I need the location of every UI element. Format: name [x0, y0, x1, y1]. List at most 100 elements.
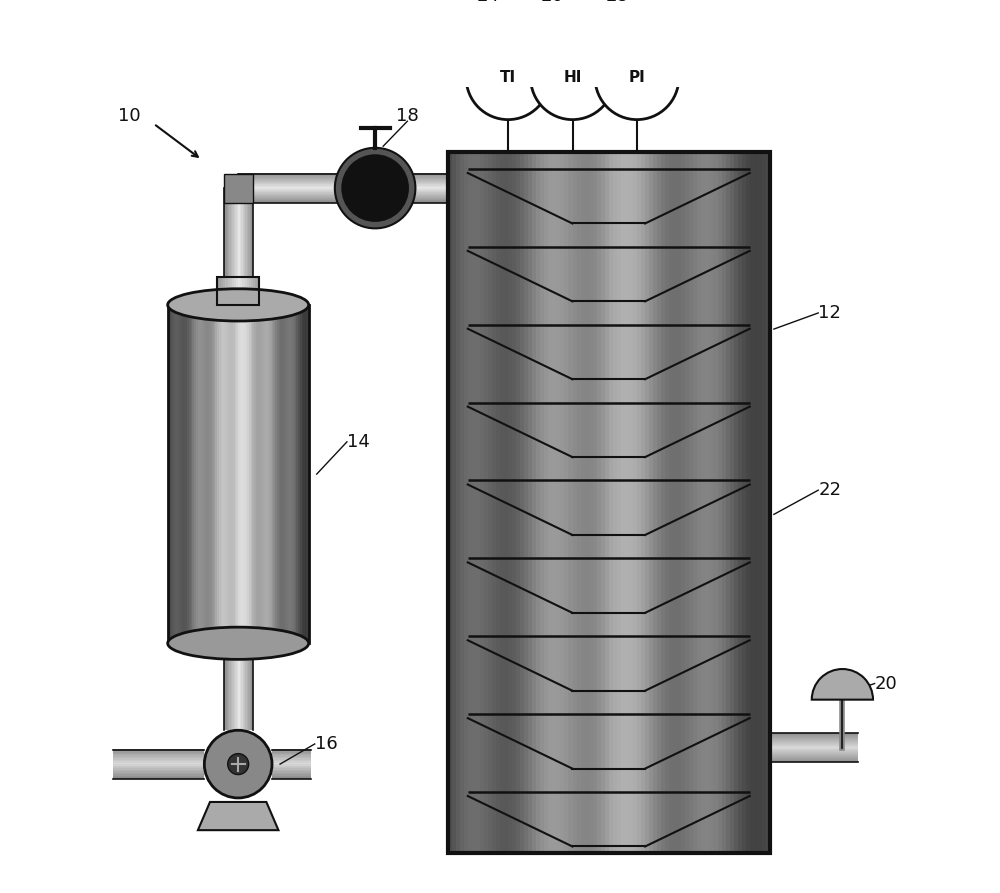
Bar [581, 152, 585, 853]
Bar [113, 756, 204, 758]
Bar [224, 188, 225, 277]
Bar [238, 186, 448, 188]
Bar [224, 305, 227, 643]
Bar [212, 305, 214, 643]
Bar [770, 740, 858, 742]
Bar [221, 305, 223, 643]
Bar [256, 305, 258, 643]
Bar [657, 152, 662, 853]
Bar [224, 173, 253, 203]
Bar [770, 742, 858, 744]
Bar [770, 759, 858, 761]
Text: TI: TI [500, 71, 516, 85]
Bar [770, 744, 858, 746]
Bar [113, 776, 204, 779]
Bar [113, 755, 204, 757]
Bar [238, 178, 448, 179]
Bar [238, 172, 448, 174]
Circle shape [204, 730, 272, 798]
Polygon shape [198, 802, 278, 830]
Bar [303, 305, 306, 643]
Bar [191, 305, 193, 643]
Bar [291, 305, 294, 643]
Bar [235, 643, 237, 730]
Text: 16: 16 [315, 735, 337, 753]
Bar [770, 746, 858, 747]
Bar [187, 305, 190, 643]
Circle shape [595, 36, 679, 120]
Bar [226, 305, 228, 643]
Bar [552, 152, 557, 853]
Bar [251, 305, 253, 643]
Bar [718, 152, 722, 853]
Bar [238, 188, 448, 190]
Bar [770, 743, 858, 745]
Bar [171, 305, 174, 643]
Bar [199, 305, 202, 643]
Bar [464, 152, 469, 853]
Bar [272, 755, 311, 757]
Bar [238, 180, 448, 181]
Bar [221, 277, 223, 305]
Bar [448, 152, 452, 853]
Bar [613, 152, 618, 853]
Bar [528, 152, 533, 853]
Bar [228, 277, 230, 305]
Bar [242, 277, 245, 305]
Circle shape [335, 148, 415, 229]
Bar [238, 201, 448, 203]
Bar [282, 305, 285, 643]
Bar [295, 305, 297, 643]
Bar [286, 305, 288, 643]
Bar [224, 643, 225, 730]
Bar [245, 188, 247, 277]
Bar [238, 198, 448, 200]
Bar [244, 188, 245, 277]
Bar [681, 152, 686, 853]
Bar [192, 305, 195, 643]
Bar [685, 152, 690, 853]
Bar [251, 188, 253, 277]
Bar [677, 152, 682, 853]
Bar [235, 305, 237, 643]
Bar [597, 152, 602, 853]
Bar [238, 184, 448, 186]
Wedge shape [812, 669, 873, 699]
Bar [189, 305, 191, 643]
Bar [168, 305, 170, 643]
Bar [244, 643, 245, 730]
Text: 10: 10 [118, 106, 141, 125]
Bar [272, 753, 311, 755]
Text: 24: 24 [476, 0, 499, 4]
Bar [254, 305, 257, 643]
Bar [770, 747, 858, 749]
Bar [770, 748, 858, 750]
Bar [113, 766, 204, 769]
Bar [223, 277, 225, 305]
Bar [238, 175, 448, 177]
Bar [238, 177, 448, 178]
Bar [113, 762, 204, 764]
Bar [770, 747, 858, 748]
Bar [201, 305, 204, 643]
Bar [238, 179, 448, 181]
Bar [253, 277, 255, 305]
Bar [617, 152, 622, 853]
Bar [512, 152, 517, 853]
Bar [203, 305, 205, 643]
Bar [508, 152, 513, 853]
Bar [770, 757, 858, 759]
Bar [196, 305, 198, 643]
Bar [113, 769, 204, 772]
Bar [113, 771, 204, 772]
Bar [219, 305, 221, 643]
Bar [609, 152, 614, 853]
Bar [238, 183, 448, 185]
Bar [113, 759, 204, 761]
Bar [556, 152, 561, 853]
Bar [532, 152, 537, 853]
Bar [770, 737, 858, 739]
Bar [629, 152, 634, 853]
Text: 28: 28 [605, 0, 628, 4]
Bar [272, 756, 311, 758]
